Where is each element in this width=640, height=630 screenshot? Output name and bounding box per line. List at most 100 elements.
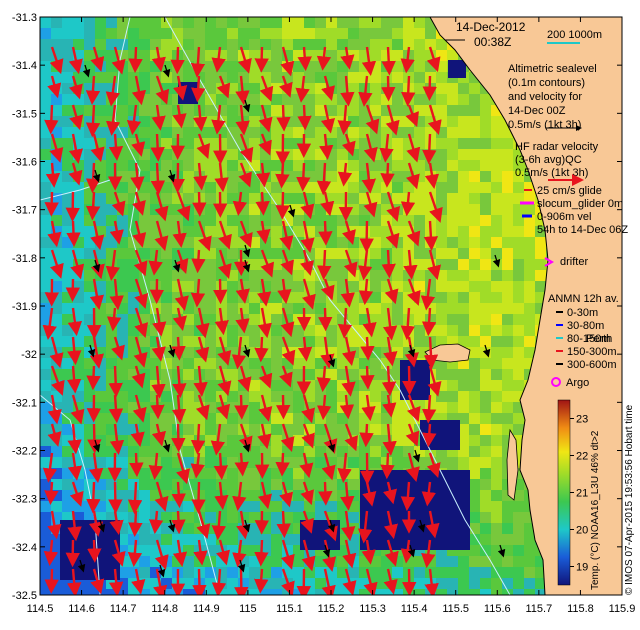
alt-arrow-20 [167,519,176,533]
colorbar-tick-label: 23 [576,414,588,426]
hf-arrow-4 [128,46,143,74]
lat-tick-label: -31.8 [12,253,37,265]
hf-arrow-188 [400,307,415,341]
hf-arrow-92 [380,162,395,188]
hf-arrow-15 [361,46,377,76]
hf-arrow-263 [382,423,397,456]
colorbar-tick-label: 20 [576,525,588,537]
hf-arrow-170 [420,278,436,311]
hf-arrow-210 [66,365,82,394]
alt-arrow-10 [87,344,96,358]
hf-arrow-303 [421,481,436,507]
legend-altimetry: Altimetric sealevel (0.1m contours) and … [508,63,597,131]
hf-arrow-101 [176,191,191,222]
longitude-axis: 114.5 114.6 114.7 114.8 114.9 115 115.1 115.2 11… [27,17,635,615]
hf-arrow-299 [340,481,355,511]
svg-text:150-300m: 150-300m [567,346,617,358]
hf-arrow-49 [276,104,291,132]
hf-arrow-125 [279,220,294,251]
svg-text:0.5m/s (1kt 3h): 0.5m/s (1kt 3h) [515,167,588,179]
hf-arrow-248 [67,423,82,455]
hf-arrow-7 [190,46,206,78]
hf-arrow-351 [234,568,249,595]
hf-arrow-202 [297,336,313,362]
hf-arrow-130 [385,220,400,249]
hf-arrow-106 [275,191,290,220]
hf-arrow-201 [281,336,296,366]
hf-arrow-32 [321,75,336,102]
hf-arrow-141 [217,249,232,279]
hf-arrow-115 [66,220,81,247]
hf-arrow-41 [105,104,121,136]
hf-arrow-298 [318,481,333,506]
hf-arrow-83 [193,162,208,191]
lat-tick-label: -31.7 [12,205,37,217]
hf-arrow-236 [216,394,231,420]
alt-arrow-3 [92,169,101,183]
hf-arrow-111 [386,191,401,222]
hf-arrow-134 [70,249,85,280]
hf-arrow-216 [193,365,208,397]
hf-arrow-325 [87,539,102,563]
hf-arrow-268 [88,452,104,484]
hf-arrow-133 [50,249,64,279]
hf-arrow-346 [131,568,146,595]
lon-tick-label: 115.4 [401,603,428,615]
hf-arrow-98 [111,191,126,217]
hf-arrow-143 [260,249,274,278]
legend-argo: Argo [551,377,589,389]
hf-arrow-302 [400,481,416,512]
hf-arrow-300 [362,481,377,507]
hf-arrow-148 [357,249,373,281]
hf-arrow-127 [318,220,333,246]
lat-tick-label: -31.9 [12,301,37,313]
hf-arrow-198 [217,336,232,366]
hf-arrow-270 [129,452,144,478]
hf-arrow-124 [256,220,271,245]
hf-arrow-58 [68,133,84,164]
hf-arrow-233 [150,394,165,420]
hf-arrow-140 [191,249,206,274]
hf-arrow-241 [316,394,332,421]
hf-arrow-251 [130,423,145,448]
hf-arrow-254 [190,423,206,455]
hf-arrow-20 [68,75,83,100]
altimetry-velocity-arrows [77,64,506,578]
alt-arrow-25 [157,564,166,578]
alt-arrow-27 [322,544,331,558]
hf-arrow-5 [151,46,166,73]
svg-text:ANMN 12h av.: ANMN 12h av. [548,293,619,305]
hf-arrow-100 [154,191,169,222]
hf-arrow-26 [191,75,206,103]
alt-arrow-26 [237,559,246,573]
hf-arrow-40 [85,104,101,138]
hf-arrow-259 [301,423,315,449]
hf-arrow-61 [131,133,146,157]
hf-arrow-16 [381,46,396,76]
hf-arrow-28 [235,75,250,106]
lon-tick-label: 114.8 [151,603,178,615]
hf-arrow-53 [365,104,380,135]
hf-arrow-104 [232,191,247,216]
hf-arrow-247 [47,423,62,447]
alt-arrow-23 [417,519,426,533]
hf-arrow-146 [317,249,332,281]
hf-arrow-319 [357,510,373,544]
hf-arrow-326 [111,539,126,567]
hf-arrow-258 [280,423,295,452]
lat-tick-label: -32.1 [12,397,37,409]
hf-arrow-78 [85,162,101,194]
hf-arrow-225 [381,365,397,397]
alt-arrow-15 [162,439,171,453]
hf-arrow-288 [108,481,123,514]
hf-arrow-316 [300,510,314,534]
hf-arrow-154 [89,278,104,311]
hf-arrow-358 [383,568,398,595]
hf-arrow-232 [132,394,147,423]
lon-tick-label: 115 [239,603,257,615]
lon-tick-label: 115.6 [484,603,511,615]
hf-arrow-137 [133,249,148,277]
svg-text:and velocity for: and velocity for [508,91,582,103]
hf-arrow-30 [278,75,293,98]
colorbar-tick-label: 22 [576,451,588,463]
